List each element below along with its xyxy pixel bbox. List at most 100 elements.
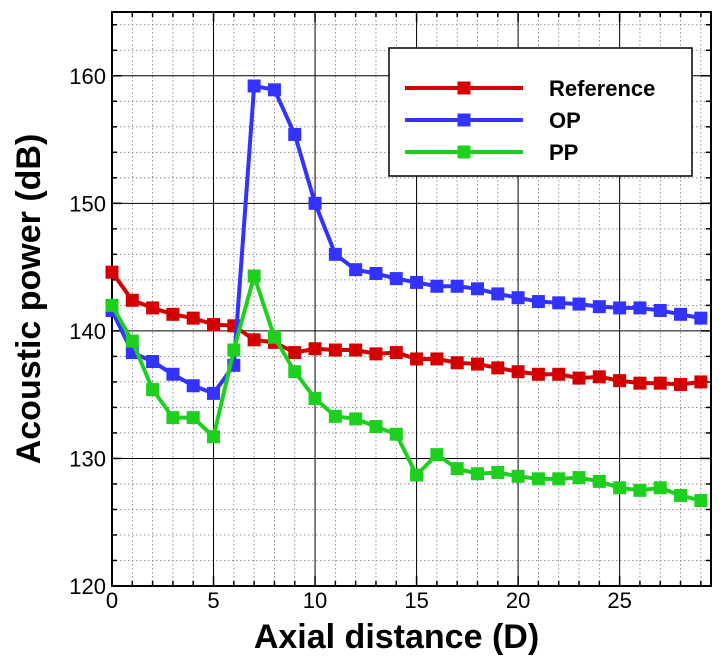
legend-label-op: OP <box>549 108 581 133</box>
data-point-op <box>552 296 566 310</box>
data-point-pp <box>552 472 566 486</box>
data-point-reference <box>207 318 221 332</box>
axis-ticks <box>111 12 711 587</box>
data-point-op <box>288 127 302 141</box>
data-point-op <box>369 266 383 280</box>
data-point-reference <box>369 347 383 361</box>
legend: Reference OP PP <box>388 47 693 177</box>
y-tick-label: 140 <box>69 319 106 344</box>
data-point-pp <box>369 420 383 434</box>
data-point-pp <box>694 494 708 508</box>
data-point-reference <box>572 371 586 385</box>
data-point-pp <box>491 465 505 479</box>
data-point-op <box>247 79 261 93</box>
legend-label-reference: Reference <box>549 76 655 101</box>
data-point-reference <box>125 293 139 307</box>
data-point-reference <box>410 352 424 366</box>
data-point-reference <box>328 343 342 357</box>
data-point-pp <box>247 269 261 283</box>
y-tick-label: 150 <box>69 191 106 216</box>
x-axis-title: Axial distance (D) <box>254 618 539 656</box>
data-point-pp <box>166 411 180 425</box>
data-point-pp <box>125 334 139 348</box>
legend-label-pp: PP <box>549 140 578 165</box>
data-point-pp <box>674 488 688 502</box>
data-point-reference <box>470 357 484 371</box>
data-point-op <box>592 300 606 314</box>
x-tick-label: 0 <box>106 588 118 613</box>
data-point-op <box>531 295 545 309</box>
legend-marker-reference <box>457 81 471 95</box>
data-point-op <box>349 263 363 277</box>
data-point-reference <box>450 356 464 370</box>
data-point-op <box>267 83 281 97</box>
data-point-reference <box>531 367 545 381</box>
data-point-reference <box>633 376 647 390</box>
legend-box <box>388 47 693 177</box>
data-point-pp <box>267 330 281 344</box>
data-point-op <box>430 279 444 293</box>
data-point-op <box>410 275 424 289</box>
data-point-op <box>470 282 484 296</box>
data-point-pp <box>470 467 484 481</box>
data-point-reference <box>247 333 261 347</box>
data-point-reference <box>674 377 688 391</box>
data-point-reference <box>592 370 606 384</box>
series-line-reference <box>110 271 702 387</box>
data-point-pp <box>592 474 606 488</box>
data-point-pp <box>186 411 200 425</box>
data-point-op <box>146 355 160 369</box>
data-point-pp <box>288 365 302 379</box>
data-point-op <box>653 303 667 317</box>
data-point-pp <box>389 427 403 441</box>
data-point-op <box>491 287 505 301</box>
data-point-op <box>613 301 627 315</box>
data-point-pp <box>105 298 119 312</box>
data-point-pp <box>450 462 464 476</box>
data-point-op <box>694 311 708 325</box>
data-point-reference <box>552 367 566 381</box>
data-point-pp <box>328 409 342 423</box>
data-point-reference <box>694 375 708 389</box>
data-point-pp <box>633 483 647 497</box>
data-point-pp <box>349 412 363 426</box>
data-point-pp <box>613 481 627 495</box>
data-point-op <box>186 379 200 393</box>
data-point-op <box>166 367 180 381</box>
data-point-reference <box>105 265 119 279</box>
x-tick-label: 10 <box>303 588 327 613</box>
data-point-op <box>511 291 525 305</box>
data-point-op <box>308 196 322 210</box>
legend-marker-op <box>457 113 471 127</box>
y-axis-title: Acoustic power (dB) <box>10 134 48 465</box>
data-point-reference <box>349 343 363 357</box>
data-point-pp <box>572 471 586 485</box>
y-tick-label: 130 <box>69 446 106 471</box>
data-point-pp <box>430 448 444 462</box>
data-point-op <box>328 247 342 261</box>
data-point-reference <box>430 352 444 366</box>
data-point-pp <box>410 468 424 482</box>
data-point-reference <box>613 374 627 388</box>
data-point-reference <box>288 346 302 360</box>
data-point-pp <box>207 430 221 444</box>
y-tick-label: 120 <box>69 574 106 599</box>
data-point-op <box>633 301 647 315</box>
tick-labels: 0 5 10 15 20 25 120 130 140 150 160 <box>69 64 632 613</box>
data-point-reference <box>146 301 160 315</box>
data-point-reference <box>511 365 525 379</box>
data-point-reference <box>308 342 322 356</box>
y-tick-label: 160 <box>69 64 106 89</box>
legend-marker-pp <box>457 145 471 159</box>
data-point-pp <box>308 391 322 405</box>
data-point-reference <box>653 376 667 390</box>
data-point-reference <box>166 307 180 321</box>
data-point-reference <box>389 346 403 360</box>
x-tick-label: 25 <box>607 588 631 613</box>
data-point-op <box>674 307 688 321</box>
x-tick-label: 15 <box>404 588 428 613</box>
data-point-pp <box>146 383 160 397</box>
data-point-reference <box>186 311 200 325</box>
data-point-pp <box>511 469 525 483</box>
